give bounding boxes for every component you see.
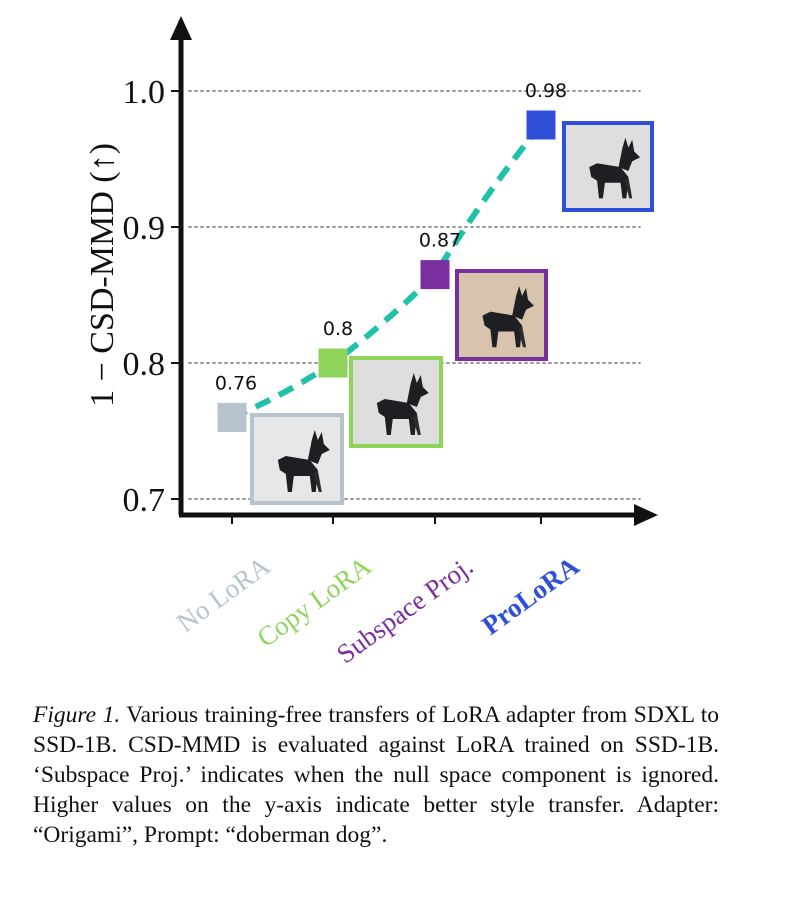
y-tick-label: 0.7 (123, 482, 166, 519)
data-value-label: 0.98 (525, 80, 567, 102)
x-axis-arrowhead (634, 504, 658, 526)
y-tick-label: 0.8 (123, 346, 166, 383)
data-value-label: 0.87 (419, 230, 461, 252)
dog-head-shape (618, 137, 641, 172)
dog-body-shape (482, 311, 523, 348)
dog-body-shape (589, 163, 629, 199)
caption-text: Various training-free transfers of LoRA … (33, 702, 720, 848)
caption-label: Figure 1. (33, 702, 121, 728)
dog-head-shape (406, 372, 429, 407)
y-axis-label: 1 − CSD-MMD (↑) (84, 143, 121, 407)
dog-leg-shape (313, 469, 322, 492)
doberman-dog-image (250, 413, 344, 505)
doberman-dog-image (349, 356, 443, 448)
dog-leg-shape (624, 176, 633, 199)
figure-chart: 1 − CSD-MMD (↑) 0.7 0.8 0.9 1.0 0.76 0.8 0.87… (84, 16, 658, 669)
dog-leg-shape (518, 325, 527, 348)
doberman-dog-image (455, 269, 548, 361)
dog-leg-shape (412, 412, 421, 435)
data-value-label: 0.8 (323, 318, 353, 340)
x-category-label: ProLoRA (476, 550, 585, 640)
data-point-marker (420, 260, 450, 290)
dog-body-shape (376, 398, 417, 435)
data-point-marker (217, 402, 247, 432)
y-tick-label: 0.9 (123, 210, 166, 247)
dog-head-shape (512, 285, 534, 320)
data-point-marker (526, 110, 556, 140)
y-axis-arrowhead (170, 16, 192, 40)
figure-caption: Figure 1. Various training-free transfer… (33, 700, 719, 850)
dog-head-shape (307, 429, 330, 464)
data-value-label: 0.76 (215, 372, 257, 394)
doberman-dog-image (562, 121, 654, 212)
data-point-marker (318, 348, 348, 378)
dog-body-shape (277, 455, 318, 492)
data-line (230, 123, 544, 421)
chart-canvas: 1 − CSD-MMD (↑) 0.7 0.8 0.9 1.0 0.76 0.8 0.87… (84, 16, 658, 669)
y-tick-label: 1.0 (123, 74, 166, 111)
